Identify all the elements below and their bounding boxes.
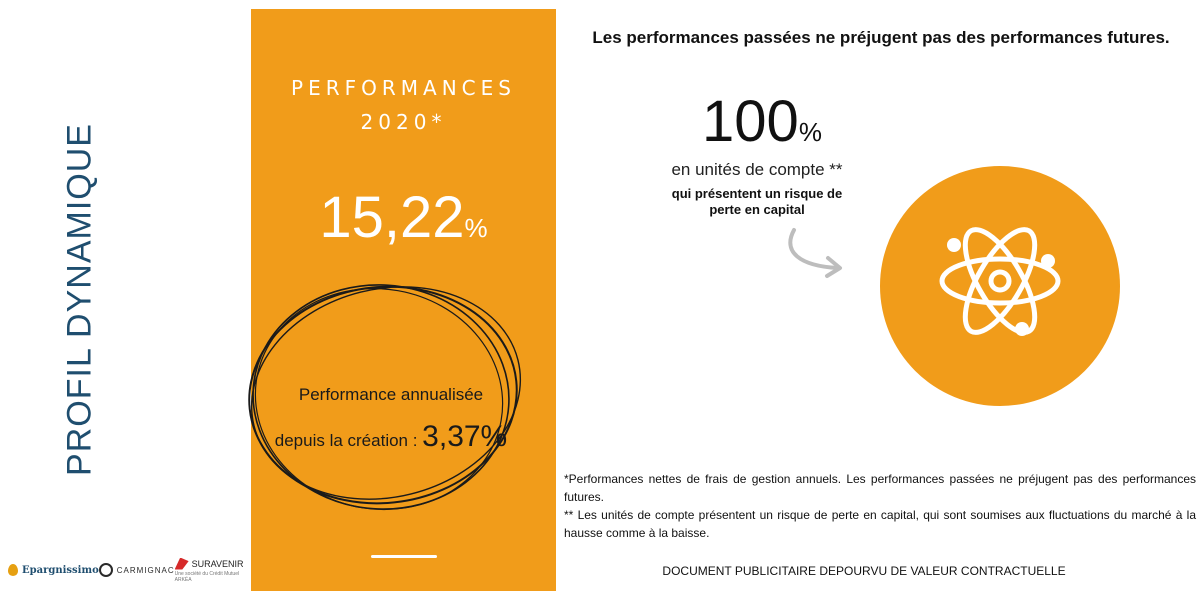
epargnissimo-text: Epargnissimo — [22, 564, 99, 576]
risk-line2: perte en capital — [709, 202, 805, 217]
performance-heading-line2: 2020* — [360, 110, 447, 134]
suravenir-logo: SURAVENIR Une société du Crédit Mutuel A… — [174, 557, 252, 583]
carmignac-logo: CARMIGNAC — [98, 563, 175, 577]
curved-arrow-icon — [788, 228, 842, 278]
annualized-label-line2: depuis la création : 3,37% — [251, 416, 531, 462]
uc-share-unit: % — [798, 117, 822, 147]
footnote-1: *Performances nettes de frais de gestion… — [564, 472, 1196, 504]
risk-warning: qui présentent un risque de perte en cap… — [612, 186, 902, 218]
performance-heading-line1: PERFORMANCES — [291, 76, 516, 100]
performance-value: 15,22% — [251, 184, 556, 251]
atom-icon — [939, 227, 1061, 336]
ring-icon — [98, 563, 113, 577]
legal-notice: DOCUMENT PUBLICITAIRE DEPOURVU DE VALEUR… — [662, 564, 1066, 578]
suravenir-mark-icon — [174, 557, 189, 570]
suravenir-text: SURAVENIR — [191, 558, 244, 569]
scribble-circle-icon — [248, 284, 522, 511]
performance-number: 15,22 — [319, 185, 465, 250]
footnote-2: ** Les unités de compte présentent un ri… — [564, 508, 1196, 540]
annualized-value: 3,37% — [422, 420, 508, 453]
drop-icon — [8, 564, 18, 576]
carmignac-text: CARMIGNAC — [116, 565, 175, 575]
profile-title: PROFIL DYNAMIQUE — [60, 123, 99, 476]
performance-panel: PERFORMANCES 2020* 15,22% Performance an… — [248, 9, 556, 591]
uc-share-number: 100 — [702, 89, 799, 154]
dynamic-profile-badge — [880, 166, 1120, 406]
uc-label: en unités de compte ** — [671, 160, 843, 179]
annualized-label-prefix: depuis la création : — [274, 431, 423, 450]
partner-logos: Epargnissimo CARMIGNAC SURAVENIR Une soc… — [8, 552, 252, 588]
uc-share: 100% — [632, 88, 892, 155]
annualized-label-line1: Performance annualisée — [298, 385, 484, 404]
risk-line1: qui présentent un risque de — [671, 186, 843, 201]
suravenir-subtext: Une société du Crédit Mutuel ARKÉA — [174, 570, 240, 583]
performance-heading: PERFORMANCES 2020* — [251, 71, 556, 139]
panel-divider — [371, 555, 437, 558]
annualized-performance: Performance annualisée depuis la créatio… — [251, 374, 531, 462]
performance-unit: % — [464, 213, 488, 243]
epargnissimo-logo: Epargnissimo — [8, 564, 99, 576]
footnotes: *Performances nettes de frais de gestion… — [564, 470, 1196, 542]
headline-disclaimer: Les performances passées ne préjugent pa… — [592, 28, 1170, 47]
